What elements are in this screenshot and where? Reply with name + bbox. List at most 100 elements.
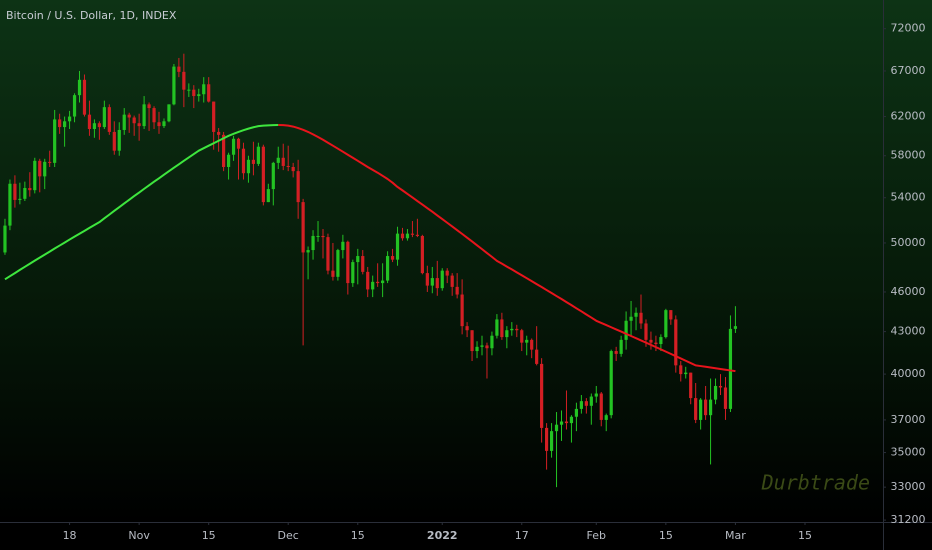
x-tick-label: 2022: [427, 529, 458, 542]
candle-body: [723, 387, 728, 409]
moving-average: [4, 124, 279, 281]
candle-body: [127, 114, 131, 118]
candle-body: [500, 319, 504, 338]
candle-body: [97, 123, 101, 128]
y-tick-label: 62000: [891, 110, 926, 123]
candle-body: [241, 148, 246, 174]
candle-body: [261, 146, 265, 203]
candle-body: [410, 233, 415, 235]
candle-body: [296, 171, 300, 203]
x-tick-label: Feb: [587, 529, 606, 542]
candle-body: [207, 84, 211, 102]
candle-body: [733, 326, 738, 329]
candle-body: [361, 256, 365, 272]
y-tick-label: 37000: [891, 413, 926, 426]
candle-body: [674, 319, 678, 366]
x-tick-label: 15: [798, 529, 812, 542]
candle-body: [624, 320, 628, 340]
candle-body: [33, 160, 37, 191]
candle-body: [564, 421, 569, 424]
candle-body: [87, 114, 92, 130]
x-tick-label: 15: [351, 529, 365, 542]
candle-body: [708, 399, 713, 416]
candle-body: [589, 396, 593, 406]
candle-body: [381, 280, 385, 284]
candle-body: [222, 134, 226, 167]
candle-body: [251, 159, 256, 164]
candle-body: [107, 107, 111, 132]
candle-body: [390, 256, 395, 260]
candle-body: [679, 365, 683, 375]
candle-body: [728, 328, 733, 409]
candle-body: [520, 330, 524, 343]
candle-body: [281, 157, 285, 166]
x-tick-label: 17: [515, 529, 529, 542]
candle-body: [440, 270, 444, 289]
moving-average: [278, 124, 736, 373]
candle-body: [212, 101, 216, 132]
candle-body: [77, 79, 82, 96]
y-tick-label: 67000: [891, 64, 926, 77]
candle-body: [535, 349, 539, 364]
candle-body: [43, 161, 47, 177]
x-tick-label: Mar: [725, 529, 746, 542]
candle-body: [405, 233, 410, 239]
candle-body: [420, 235, 424, 274]
candle-body: [28, 188, 32, 191]
candle-body: [574, 408, 579, 417]
candle-body: [172, 66, 176, 105]
y-tick-label: 72000: [891, 22, 926, 35]
candle-body: [53, 119, 57, 163]
candle-body: [142, 104, 146, 127]
candle-body: [23, 188, 27, 199]
candle-body: [515, 328, 519, 331]
candle-body: [649, 339, 653, 343]
candle-body: [445, 270, 449, 276]
candle-body: [177, 66, 181, 72]
candle-body: [569, 416, 574, 424]
candle-body: [316, 235, 320, 237]
candle-body: [167, 104, 171, 122]
plot-background: [0, 0, 932, 522]
watermark: Durbtrade: [761, 471, 870, 495]
candle-body: [117, 129, 121, 151]
candle-body: [351, 262, 355, 284]
candle-body: [187, 89, 191, 91]
y-tick-label: 31200: [891, 513, 926, 526]
candle-body: [594, 393, 598, 397]
candle-body: [291, 166, 295, 172]
candle-body: [639, 312, 643, 324]
candle-body: [609, 351, 613, 416]
candle-body: [311, 235, 315, 251]
candle-body: [530, 339, 534, 350]
candle-body: [286, 165, 290, 167]
candle-body: [559, 421, 564, 425]
x-tick-label: Nov: [128, 529, 150, 542]
candle-body: [455, 286, 459, 295]
candle-body: [266, 189, 270, 203]
candle-body: [67, 116, 72, 122]
candle-body: [525, 339, 529, 343]
candle-body: [236, 138, 241, 149]
y-tick-label: 58000: [891, 149, 926, 162]
candle-body: [336, 250, 340, 277]
candle-body: [664, 310, 668, 338]
candle-body: [162, 121, 166, 127]
candle-body: [540, 363, 544, 428]
candle-body: [202, 84, 206, 95]
candle-body: [385, 256, 390, 281]
candle-body: [13, 183, 17, 200]
candle-body: [226, 154, 231, 167]
candle-body: [192, 89, 196, 97]
candle-body: [112, 131, 116, 151]
candle-body: [450, 275, 454, 287]
candle-body: [326, 237, 330, 271]
candle-body: [137, 123, 141, 127]
candle-body: [460, 294, 464, 327]
candle-body: [341, 241, 345, 251]
candle-body: [395, 233, 400, 260]
candle-body: [321, 235, 325, 238]
candle-body: [256, 146, 260, 164]
